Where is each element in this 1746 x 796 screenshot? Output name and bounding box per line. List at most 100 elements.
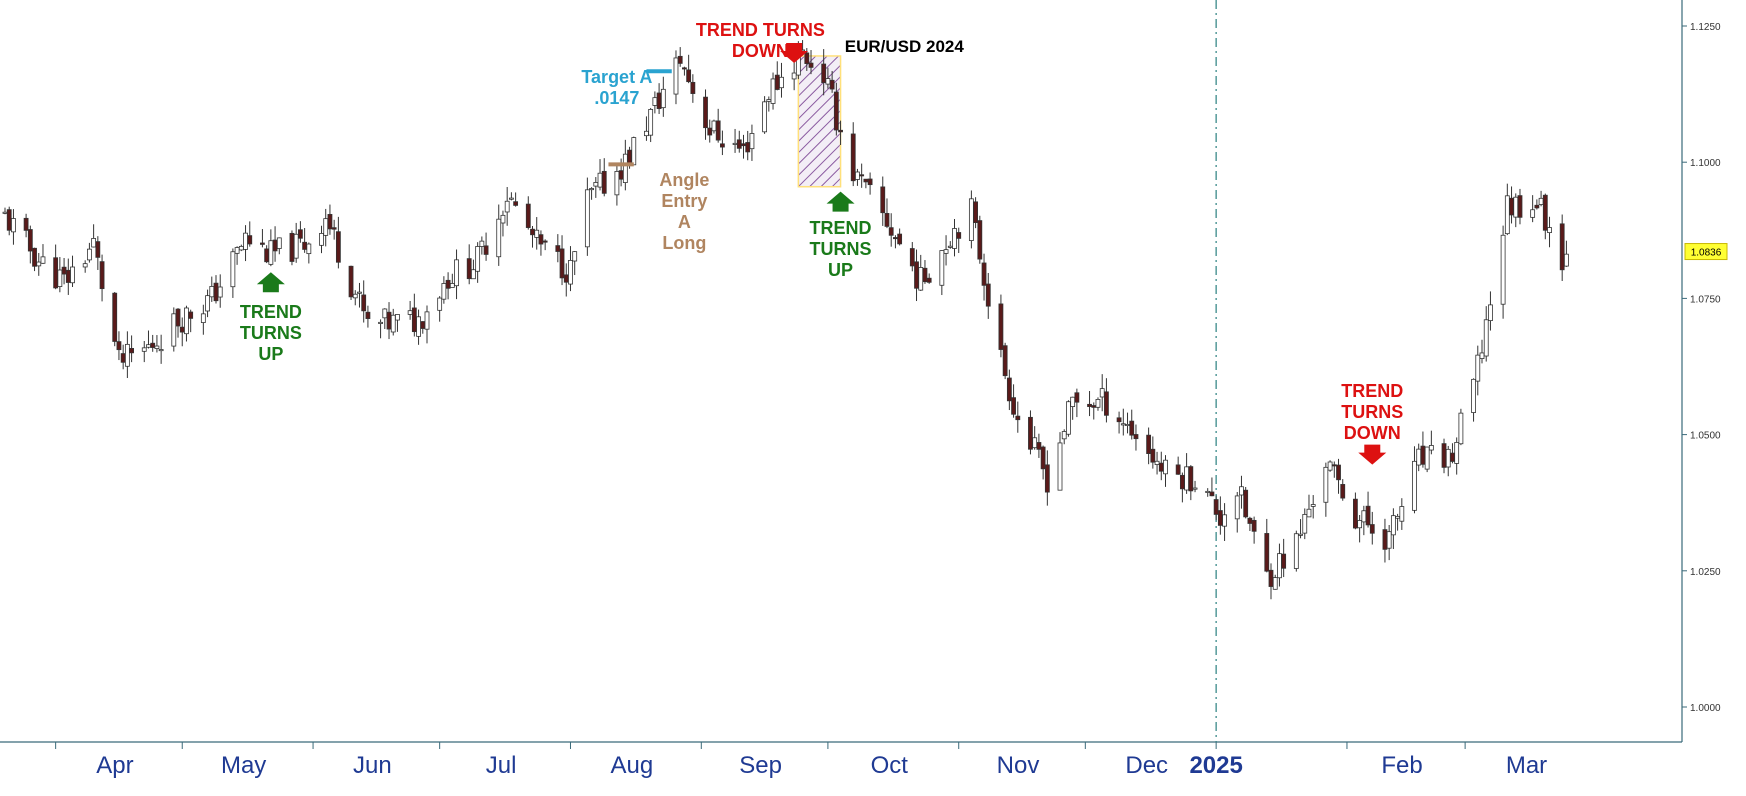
candle-body — [1454, 442, 1460, 464]
candle-body — [821, 63, 827, 84]
trend-turns-up-label-may-line: UP — [258, 344, 283, 364]
candle-body — [1217, 510, 1223, 526]
month-label: May — [221, 752, 266, 779]
candle-body — [1247, 517, 1253, 524]
candle-body — [1036, 442, 1042, 450]
last-price-tag — [1684, 243, 1728, 261]
angle-entry-label-line: A — [678, 212, 691, 232]
candle-body — [1028, 416, 1033, 450]
candle-body — [939, 250, 945, 286]
candle-body — [306, 243, 312, 255]
month-label: Oct — [871, 752, 909, 779]
trend-turns-down-label-feb-line: TURNS — [1341, 402, 1403, 422]
candle-body — [618, 170, 624, 180]
candle-body — [677, 55, 683, 64]
candle-body — [1504, 195, 1510, 235]
candle-body — [1441, 443, 1447, 468]
candle-body — [1416, 448, 1422, 466]
candle-body — [293, 233, 299, 259]
price-tick-label: 1.0250 — [1690, 567, 1721, 578]
candle-body — [855, 171, 860, 180]
candle-body — [1006, 377, 1012, 402]
candle-body — [1353, 498, 1358, 529]
candle-body — [601, 170, 607, 194]
candle-body — [352, 293, 358, 299]
candle-body — [70, 266, 75, 284]
target-a-label: Target A .0147 — [581, 67, 652, 108]
candle-body — [711, 120, 717, 132]
candle-body — [297, 229, 303, 239]
candle-body — [260, 242, 265, 245]
candle-body — [973, 201, 978, 224]
candle-body — [1445, 448, 1451, 468]
candle-body — [1120, 423, 1126, 426]
candle-body — [1327, 461, 1333, 471]
candle-body — [859, 174, 865, 177]
candle-body — [289, 232, 295, 262]
candle-body — [87, 248, 92, 261]
candle-body — [302, 241, 308, 250]
candle-body — [779, 76, 784, 89]
candle-body — [437, 297, 443, 311]
candle-body — [11, 218, 16, 233]
candle-body — [914, 261, 919, 289]
candle-body — [129, 348, 135, 354]
candle-body — [1488, 304, 1493, 322]
candle-body — [1298, 533, 1303, 536]
candle-body — [1205, 490, 1211, 493]
candle-body — [952, 228, 957, 249]
price-tick-label: 1.1250 — [1690, 22, 1721, 33]
candle-body — [614, 171, 620, 196]
candle-body — [483, 245, 489, 255]
candle-body — [656, 92, 662, 109]
candle-body — [471, 269, 476, 280]
candle-body — [57, 269, 63, 287]
candle-body — [791, 72, 797, 80]
candle-body — [1015, 415, 1021, 421]
candle-body — [205, 295, 210, 312]
candle-body — [631, 137, 637, 166]
candle-body — [1087, 403, 1092, 407]
trend-turns-up-label-oct-line: UP — [828, 260, 853, 280]
candle-body — [1192, 487, 1198, 490]
candle-body — [720, 143, 725, 148]
candle-body — [762, 101, 767, 133]
candle-body — [703, 96, 708, 129]
candle-body — [479, 240, 485, 247]
trend-up-arrow-oct — [826, 191, 855, 212]
candle-body — [2, 211, 8, 214]
candle-body — [555, 245, 561, 252]
candle-body — [1032, 437, 1038, 449]
candle-body — [175, 308, 181, 327]
candle-body — [1420, 445, 1426, 465]
angle-entry-label-line: Entry — [661, 191, 707, 211]
candle-body — [82, 263, 88, 268]
candle-body — [1116, 417, 1122, 423]
month-label: Feb — [1381, 752, 1422, 779]
trend-down-arrow-feb — [1358, 444, 1387, 465]
candle-body — [652, 97, 658, 106]
candle-body — [264, 248, 270, 263]
candle-body — [1158, 462, 1164, 472]
candle-body — [95, 241, 101, 258]
chart-title: EUR/USD 2024 — [845, 37, 965, 56]
candle-body — [1222, 514, 1227, 527]
candle-body — [1310, 504, 1316, 507]
candle-body — [909, 248, 915, 267]
candle-body — [150, 342, 156, 348]
price-tick-label: 1.1000 — [1690, 158, 1721, 169]
candle-body — [1002, 345, 1008, 377]
candle-body — [1277, 553, 1282, 579]
candle-body — [644, 130, 649, 137]
candle-body — [171, 313, 177, 347]
candle-body — [998, 303, 1004, 350]
candle-body — [179, 326, 185, 333]
candle-body — [441, 283, 447, 300]
candle-body — [568, 260, 573, 285]
candle-body — [1509, 197, 1514, 216]
candle-body — [804, 52, 810, 64]
candle-body — [1306, 508, 1312, 518]
candle-body — [323, 218, 329, 236]
candle-body — [116, 341, 122, 351]
